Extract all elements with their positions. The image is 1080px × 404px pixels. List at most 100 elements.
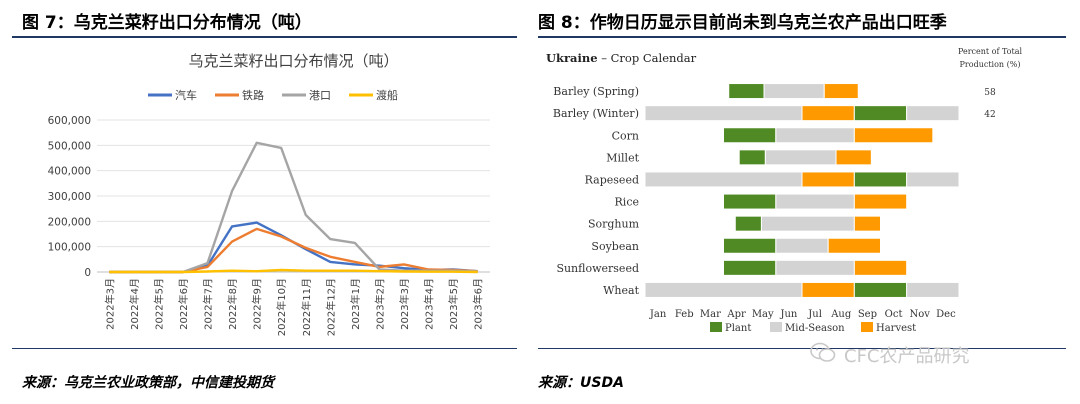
month-label: Feb xyxy=(675,309,694,320)
crop-label: Corn xyxy=(612,129,639,142)
wechat-icon xyxy=(810,342,836,362)
month-label: Apr xyxy=(726,309,746,320)
x-tick-label: 2023年2月 xyxy=(373,278,386,330)
left-source-note: 来源：乌克兰农业政策部，中信建投期货 xyxy=(22,375,274,391)
phase-bar-plant xyxy=(728,83,765,100)
crop-label: Soybean xyxy=(591,240,639,253)
phase-bar-plant xyxy=(853,281,908,298)
crop-label: Sorghum xyxy=(588,218,640,231)
crop-calendar-chart: Ukraine – Crop Calendar Percent of Total P… xyxy=(546,47,1023,334)
crop-label: Barley (Winter) xyxy=(553,107,639,120)
month-label: Jan xyxy=(649,309,667,320)
legend-label-1: 铁路 xyxy=(242,89,264,102)
right-source-note: 来源：USDA xyxy=(538,375,624,391)
x-tick-label: 2022年8月 xyxy=(226,278,239,330)
x-tick-label: 2023年1月 xyxy=(349,278,362,330)
month-label: Sep xyxy=(858,309,877,320)
crop-label: Wheat xyxy=(603,284,639,297)
crop-label: Rapeseed xyxy=(585,173,639,186)
y-tick-label: 600,000 xyxy=(48,115,91,127)
x-tick-label: 2022年12月 xyxy=(324,278,337,336)
month-label: Oct xyxy=(885,309,903,320)
left-panel-heading: 图 7：乌克兰菜籽出口分布情况（吨） xyxy=(22,13,312,33)
month-label: May xyxy=(752,309,774,320)
y-tick-label: 0 xyxy=(84,267,91,279)
phase-bar-harvest xyxy=(801,171,855,188)
series-line-2 xyxy=(109,141,478,274)
phase-bar-harvest xyxy=(823,83,859,100)
watermark-text: CFC农产品研究 xyxy=(844,346,970,367)
percent-header-line: Production (%) xyxy=(960,60,1021,69)
x-tick-label: 2022年4月 xyxy=(128,278,141,330)
month-label: Nov xyxy=(910,309,931,320)
x-tick-label: 2022年3月 xyxy=(103,278,116,330)
x-tick-label: 2022年6月 xyxy=(177,278,190,330)
watermark: CFC农产品研究 xyxy=(810,340,1060,370)
phase-bar-plant xyxy=(723,237,777,254)
phase-bar-mid-season xyxy=(775,193,855,210)
crop-percent: 42 xyxy=(984,110,995,120)
phase-bar-mid-season xyxy=(763,83,825,100)
x-tick-label: 2023年6月 xyxy=(472,278,485,330)
y-tick-label: 400,000 xyxy=(48,166,91,178)
phase-bar-plant xyxy=(738,149,766,166)
crop-label: Barley (Spring) xyxy=(553,85,639,98)
series-line-0 xyxy=(109,221,478,274)
phase-bar-harvest xyxy=(801,105,855,122)
phase-bar-harvest xyxy=(835,149,872,166)
percent-header-line: Percent of Total xyxy=(958,47,1023,56)
month-label: Dec xyxy=(936,309,956,320)
right-bottom-rule xyxy=(538,348,1066,349)
phase-bar-harvest xyxy=(801,281,855,298)
x-tick-label: 2022年11月 xyxy=(300,278,313,336)
x-tick-label: 2022年9月 xyxy=(251,278,264,330)
y-tick-label: 200,000 xyxy=(48,216,91,228)
x-tick-label: 2022年7月 xyxy=(202,278,215,330)
y-tick-label: 300,000 xyxy=(48,191,91,203)
phase-bar-mid-season xyxy=(775,127,855,144)
phase-bar-mid-season xyxy=(644,105,803,122)
calendar-title-rest: – Crop Calendar xyxy=(598,51,697,65)
legend-label-0: 汽车 xyxy=(175,88,197,102)
phase-bar-mid-season xyxy=(775,237,829,254)
legend-label-mid-season: Mid-Season xyxy=(785,323,845,334)
month-label: Jul xyxy=(807,309,822,320)
phase-bar-harvest xyxy=(853,259,908,276)
phase-bar-plant xyxy=(853,171,908,188)
left-bottom-rule xyxy=(12,348,517,349)
legend-label-3: 渡船 xyxy=(376,88,398,102)
x-tick-label: 2022年10月 xyxy=(275,278,288,336)
phase-bar-mid-season xyxy=(760,215,855,232)
x-tick-label: 2023年3月 xyxy=(398,278,411,330)
legend-swatch-harvest xyxy=(861,322,873,332)
month-label: Aug xyxy=(830,309,852,320)
phase-bar-mid-season xyxy=(906,281,960,298)
phase-bar-plant xyxy=(853,105,908,122)
phase-bar-harvest xyxy=(853,127,934,144)
phase-bar-harvest xyxy=(853,193,908,210)
phase-bar-plant xyxy=(723,193,777,210)
legend-label-2: 港口 xyxy=(309,89,331,102)
crop-percent: 58 xyxy=(984,88,996,98)
phase-bar-mid-season xyxy=(644,171,803,188)
crop-label: Millet xyxy=(606,151,639,164)
phase-bar-mid-season xyxy=(906,171,960,188)
left-heading-rule xyxy=(12,36,517,38)
legend-swatch-mid-season xyxy=(770,322,782,332)
chart-title: 乌克兰菜籽出口分布情况（吨） xyxy=(188,52,398,70)
series-line-1 xyxy=(109,227,478,274)
x-tick-label: 2023年4月 xyxy=(423,278,436,330)
right-heading-rule xyxy=(538,36,1066,38)
export-distribution-chart: 乌克兰菜籽出口分布情况（吨） 汽车 铁路 港口 渡船 0 100,000 200,000 300… xyxy=(48,52,490,336)
phase-bar-mid-season xyxy=(906,105,960,122)
series-line-3 xyxy=(109,268,478,274)
calendar-title: Ukraine – Crop Calendar xyxy=(546,51,697,65)
y-tick-label: 100,000 xyxy=(48,242,91,254)
legend-label-harvest: Harvest xyxy=(876,323,916,334)
phase-bar-mid-season xyxy=(775,259,855,276)
phase-bar-harvest xyxy=(853,215,882,232)
phase-bar-harvest xyxy=(827,237,881,254)
y-tick-label: 500,000 xyxy=(48,140,91,152)
month-label: Mar xyxy=(700,309,721,320)
crop-label: Rice xyxy=(615,196,639,209)
